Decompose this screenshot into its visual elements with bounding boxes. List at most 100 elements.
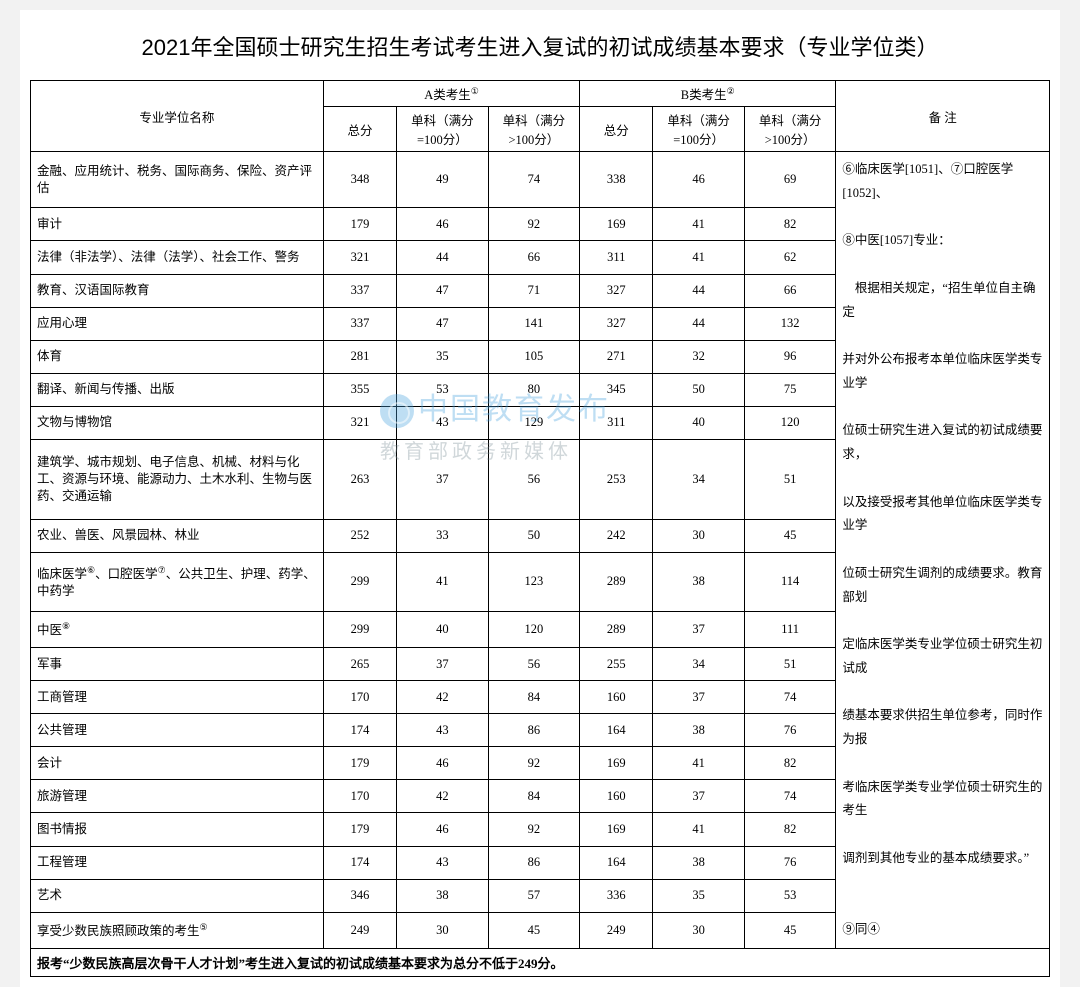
row-name: 应用心理 [31, 307, 324, 340]
score-cell: 129 [488, 406, 580, 439]
row-name: 教育、汉语国际教育 [31, 274, 324, 307]
score-cell: 37 [653, 681, 745, 714]
score-cell: 50 [488, 519, 580, 552]
row-name: 翻译、新闻与传播、出版 [31, 373, 324, 406]
header-a-sub100: 单科（满分=100分） [397, 107, 489, 152]
score-cell: 336 [580, 879, 653, 912]
table-body: 金融、应用统计、税务、国际商务、保险、资产评估34849743384669⑥临床… [31, 152, 1050, 949]
page-title: 2021年全国硕士研究生招生考试考生进入复试的初试成绩基本要求（专业学位类） [30, 30, 1050, 62]
score-cell: 40 [653, 406, 745, 439]
score-cell: 53 [397, 373, 489, 406]
score-cell: 37 [653, 780, 745, 813]
score-cell: 33 [397, 519, 489, 552]
score-cell: 41 [653, 813, 745, 846]
score-cell: 38 [653, 714, 745, 747]
score-cell: 160 [580, 681, 653, 714]
score-cell: 57 [488, 879, 580, 912]
score-cell: 120 [744, 406, 836, 439]
score-cell: 179 [323, 813, 396, 846]
score-table: 专业学位名称 A类考生① B类考生② 备 注 总分 单科（满分=100分） 单科… [30, 80, 1050, 977]
row-name: 军事 [31, 648, 324, 681]
score-cell: 47 [397, 307, 489, 340]
header-a-subover: 单科（满分>100分） [488, 107, 580, 152]
score-cell: 80 [488, 373, 580, 406]
score-cell: 43 [397, 406, 489, 439]
score-cell: 46 [397, 208, 489, 241]
table-row: 金融、应用统计、税务、国际商务、保险、资产评估34849743384669⑥临床… [31, 152, 1050, 208]
score-cell: 45 [744, 519, 836, 552]
score-cell: 40 [397, 612, 489, 648]
score-cell: 53 [744, 879, 836, 912]
score-cell: 169 [580, 747, 653, 780]
score-cell: 41 [653, 747, 745, 780]
score-cell: 51 [744, 648, 836, 681]
row-name: 文物与博物馆 [31, 406, 324, 439]
score-cell: 56 [488, 648, 580, 681]
score-cell: 252 [323, 519, 396, 552]
score-cell: 86 [488, 714, 580, 747]
score-cell: 311 [580, 241, 653, 274]
score-cell: 69 [744, 152, 836, 208]
score-cell: 66 [488, 241, 580, 274]
score-cell: 45 [744, 912, 836, 948]
score-cell: 242 [580, 519, 653, 552]
score-cell: 164 [580, 714, 653, 747]
score-cell: 105 [488, 340, 580, 373]
score-cell: 75 [744, 373, 836, 406]
row-name: 工商管理 [31, 681, 324, 714]
score-cell: 43 [397, 714, 489, 747]
score-cell: 82 [744, 208, 836, 241]
score-cell: 41 [653, 208, 745, 241]
note-cell: ⑥临床医学[1051]、⑦口腔医学[1052]、⑧中医[1057]专业： 根据相… [836, 152, 1050, 949]
score-cell: 32 [653, 340, 745, 373]
score-cell: 43 [397, 846, 489, 879]
score-cell: 321 [323, 241, 396, 274]
score-cell: 160 [580, 780, 653, 813]
score-cell: 84 [488, 681, 580, 714]
score-cell: 92 [488, 813, 580, 846]
row-name: 中医⑧ [31, 612, 324, 648]
score-cell: 164 [580, 846, 653, 879]
score-cell: 96 [744, 340, 836, 373]
score-cell: 346 [323, 879, 396, 912]
header-b-subover: 单科（满分>100分） [744, 107, 836, 152]
score-cell: 289 [580, 552, 653, 611]
score-cell: 41 [653, 241, 745, 274]
header-group-a: A类考生① [323, 81, 579, 107]
score-cell: 74 [488, 152, 580, 208]
score-cell: 92 [488, 747, 580, 780]
score-cell: 38 [397, 879, 489, 912]
score-cell: 120 [488, 612, 580, 648]
score-cell: 66 [744, 274, 836, 307]
score-cell: 179 [323, 747, 396, 780]
score-cell: 123 [488, 552, 580, 611]
score-cell: 299 [323, 612, 396, 648]
row-name: 工程管理 [31, 846, 324, 879]
score-cell: 82 [744, 747, 836, 780]
score-cell: 327 [580, 307, 653, 340]
score-cell: 44 [653, 307, 745, 340]
score-cell: 56 [488, 439, 580, 519]
score-cell: 37 [397, 648, 489, 681]
score-cell: 30 [653, 912, 745, 948]
score-cell: 141 [488, 307, 580, 340]
score-cell: 169 [580, 813, 653, 846]
score-cell: 30 [397, 912, 489, 948]
score-cell: 345 [580, 373, 653, 406]
score-cell: 62 [744, 241, 836, 274]
score-cell: 311 [580, 406, 653, 439]
score-cell: 265 [323, 648, 396, 681]
score-cell: 46 [397, 813, 489, 846]
row-name: 享受少数民族照顾政策的考生⑤ [31, 912, 324, 948]
score-cell: 76 [744, 846, 836, 879]
score-cell: 47 [397, 274, 489, 307]
score-cell: 355 [323, 373, 396, 406]
score-cell: 30 [653, 519, 745, 552]
score-cell: 255 [580, 648, 653, 681]
header-note: 备 注 [836, 81, 1050, 152]
score-cell: 46 [397, 747, 489, 780]
score-cell: 179 [323, 208, 396, 241]
score-cell: 38 [653, 552, 745, 611]
score-cell: 253 [580, 439, 653, 519]
row-name: 金融、应用统计、税务、国际商务、保险、资产评估 [31, 152, 324, 208]
